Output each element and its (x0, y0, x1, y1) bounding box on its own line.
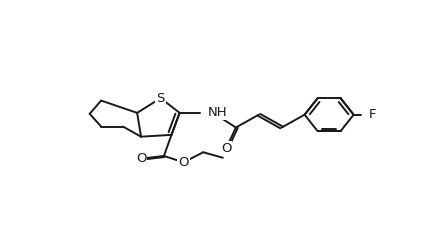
Text: O: O (136, 152, 146, 165)
Text: O: O (179, 156, 189, 169)
Text: O: O (221, 142, 231, 155)
Text: S: S (157, 92, 165, 105)
Text: F: F (368, 108, 376, 121)
Text: NH: NH (208, 106, 228, 119)
